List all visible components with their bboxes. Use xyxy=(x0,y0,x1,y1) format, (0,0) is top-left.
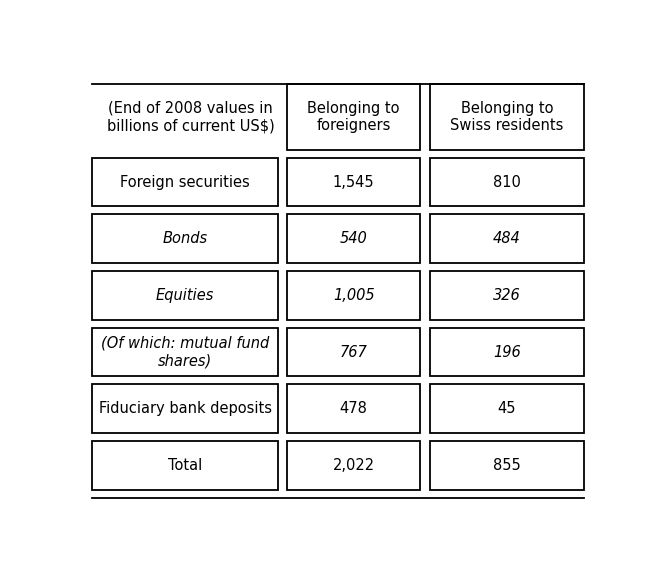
Bar xyxy=(430,385,583,433)
Text: (End of 2008 values in
billions of current US$): (End of 2008 values in billions of curre… xyxy=(107,101,275,133)
Bar xyxy=(430,158,583,207)
Text: Belonging to
foreigners: Belonging to foreigners xyxy=(308,101,400,133)
Bar xyxy=(287,271,420,320)
Text: 1,005: 1,005 xyxy=(333,288,374,303)
Text: 767: 767 xyxy=(340,344,368,359)
Text: 855: 855 xyxy=(493,458,521,473)
Bar xyxy=(287,441,420,490)
Text: Foreign securities: Foreign securities xyxy=(120,174,250,189)
Bar xyxy=(430,328,583,377)
Bar xyxy=(287,84,420,150)
Text: 484: 484 xyxy=(493,231,521,246)
Text: Belonging to
Swiss residents: Belonging to Swiss residents xyxy=(450,101,564,133)
Text: Bonds: Bonds xyxy=(162,231,208,246)
Text: 326: 326 xyxy=(493,288,521,303)
Text: Fiduciary bank deposits: Fiduciary bank deposits xyxy=(98,401,271,416)
Bar xyxy=(92,441,279,490)
Bar xyxy=(430,84,583,150)
Bar xyxy=(287,158,420,207)
Text: 2,022: 2,022 xyxy=(333,458,375,473)
Bar xyxy=(430,441,583,490)
Bar xyxy=(92,328,279,377)
Bar xyxy=(92,385,279,433)
Bar xyxy=(92,271,279,320)
Bar xyxy=(287,385,420,433)
Bar xyxy=(287,328,420,377)
Text: 540: 540 xyxy=(340,231,368,246)
Text: 478: 478 xyxy=(340,401,368,416)
Text: Equities: Equities xyxy=(156,288,214,303)
Text: Total: Total xyxy=(168,458,202,473)
Bar xyxy=(92,214,279,263)
Text: 196: 196 xyxy=(493,344,521,359)
Text: 45: 45 xyxy=(498,401,516,416)
Bar xyxy=(92,158,279,207)
Text: 1,545: 1,545 xyxy=(333,174,374,189)
Bar xyxy=(287,214,420,263)
Bar xyxy=(430,214,583,263)
Text: (Of which: mutual fund
shares): (Of which: mutual fund shares) xyxy=(101,336,269,368)
Bar xyxy=(430,271,583,320)
Text: 810: 810 xyxy=(493,174,521,189)
